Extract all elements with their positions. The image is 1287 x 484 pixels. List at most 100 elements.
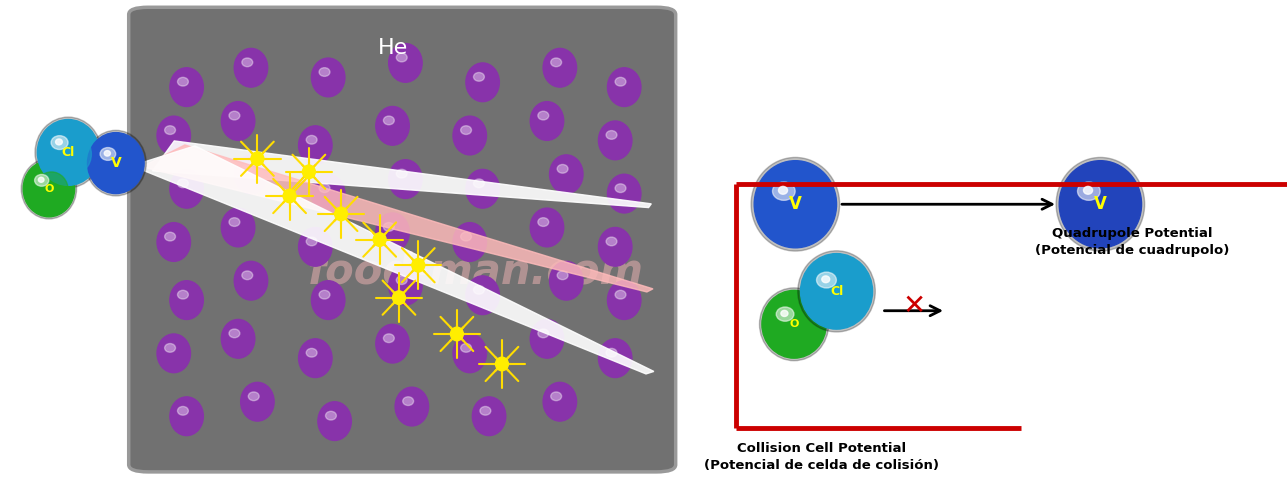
Ellipse shape (772, 182, 795, 200)
Text: Quadrupole Potential
(Potencial de cuadrupolo): Quadrupole Potential (Potencial de cuadr… (1035, 227, 1230, 257)
Ellipse shape (55, 139, 62, 145)
Ellipse shape (311, 58, 345, 97)
Ellipse shape (530, 102, 564, 140)
Text: V: V (789, 195, 802, 213)
Ellipse shape (306, 348, 317, 357)
Ellipse shape (538, 218, 548, 227)
Ellipse shape (474, 179, 484, 188)
Ellipse shape (466, 63, 499, 102)
Ellipse shape (607, 281, 641, 319)
Ellipse shape (248, 392, 259, 401)
Ellipse shape (319, 290, 329, 299)
Ellipse shape (450, 327, 463, 341)
Ellipse shape (598, 121, 632, 160)
Ellipse shape (762, 290, 826, 358)
Ellipse shape (822, 276, 830, 283)
Ellipse shape (242, 271, 252, 280)
Ellipse shape (299, 126, 332, 165)
Ellipse shape (396, 53, 407, 62)
Ellipse shape (170, 281, 203, 319)
Ellipse shape (384, 116, 394, 125)
Ellipse shape (389, 44, 422, 82)
Ellipse shape (1077, 178, 1131, 235)
Ellipse shape (461, 344, 471, 352)
Ellipse shape (598, 227, 632, 266)
Ellipse shape (51, 133, 91, 176)
Ellipse shape (104, 151, 111, 156)
Ellipse shape (816, 272, 837, 288)
Ellipse shape (221, 102, 255, 140)
Ellipse shape (461, 126, 471, 135)
Ellipse shape (178, 77, 188, 86)
Text: Cl: Cl (62, 146, 75, 159)
Ellipse shape (551, 58, 561, 67)
Ellipse shape (306, 136, 317, 144)
Ellipse shape (550, 261, 583, 300)
Ellipse shape (376, 324, 409, 363)
Ellipse shape (241, 382, 274, 421)
Ellipse shape (170, 169, 203, 208)
Ellipse shape (178, 407, 188, 415)
Ellipse shape (157, 116, 190, 155)
Polygon shape (153, 141, 651, 208)
Ellipse shape (530, 319, 564, 358)
Ellipse shape (495, 357, 508, 371)
Ellipse shape (100, 148, 116, 160)
Ellipse shape (229, 111, 239, 120)
Ellipse shape (373, 233, 386, 246)
Ellipse shape (550, 155, 583, 194)
Ellipse shape (234, 48, 268, 87)
Ellipse shape (607, 68, 641, 106)
Ellipse shape (88, 133, 144, 194)
Ellipse shape (234, 155, 268, 194)
Text: O: O (44, 184, 54, 194)
Ellipse shape (251, 152, 264, 166)
Ellipse shape (85, 130, 147, 196)
Ellipse shape (389, 266, 422, 305)
Ellipse shape (615, 290, 625, 299)
Text: food-man.com: food-man.com (308, 250, 645, 292)
Ellipse shape (302, 165, 315, 179)
Ellipse shape (474, 286, 484, 294)
Ellipse shape (100, 145, 136, 184)
Ellipse shape (170, 68, 203, 106)
Ellipse shape (389, 160, 422, 198)
Ellipse shape (453, 223, 486, 261)
Ellipse shape (474, 73, 484, 81)
Ellipse shape (306, 237, 317, 246)
Ellipse shape (551, 392, 561, 401)
Ellipse shape (229, 218, 239, 227)
Ellipse shape (396, 169, 407, 178)
Ellipse shape (335, 207, 347, 221)
Polygon shape (142, 145, 653, 292)
FancyBboxPatch shape (129, 7, 676, 472)
Ellipse shape (165, 232, 175, 241)
Ellipse shape (178, 179, 188, 188)
Text: ✕: ✕ (902, 292, 925, 320)
Ellipse shape (326, 411, 336, 420)
Ellipse shape (242, 165, 252, 173)
Ellipse shape (170, 397, 203, 436)
Text: V: V (111, 156, 121, 170)
Ellipse shape (530, 208, 564, 247)
Ellipse shape (1084, 186, 1093, 194)
Text: Cl: Cl (830, 285, 843, 298)
Ellipse shape (393, 291, 405, 304)
Ellipse shape (242, 58, 252, 67)
Ellipse shape (384, 334, 394, 343)
Ellipse shape (798, 251, 875, 332)
Ellipse shape (157, 334, 190, 373)
Ellipse shape (234, 261, 268, 300)
Ellipse shape (299, 227, 332, 266)
Text: O: O (789, 319, 799, 329)
Text: Collision Cell Potential
(Potencial de celda de colisión): Collision Cell Potential (Potencial de c… (704, 442, 938, 472)
Ellipse shape (165, 126, 175, 135)
Ellipse shape (221, 319, 255, 358)
Ellipse shape (37, 120, 99, 185)
Ellipse shape (772, 178, 826, 235)
Ellipse shape (395, 387, 429, 426)
Ellipse shape (776, 304, 819, 348)
Ellipse shape (35, 117, 102, 188)
Ellipse shape (384, 223, 394, 231)
Ellipse shape (311, 174, 345, 213)
